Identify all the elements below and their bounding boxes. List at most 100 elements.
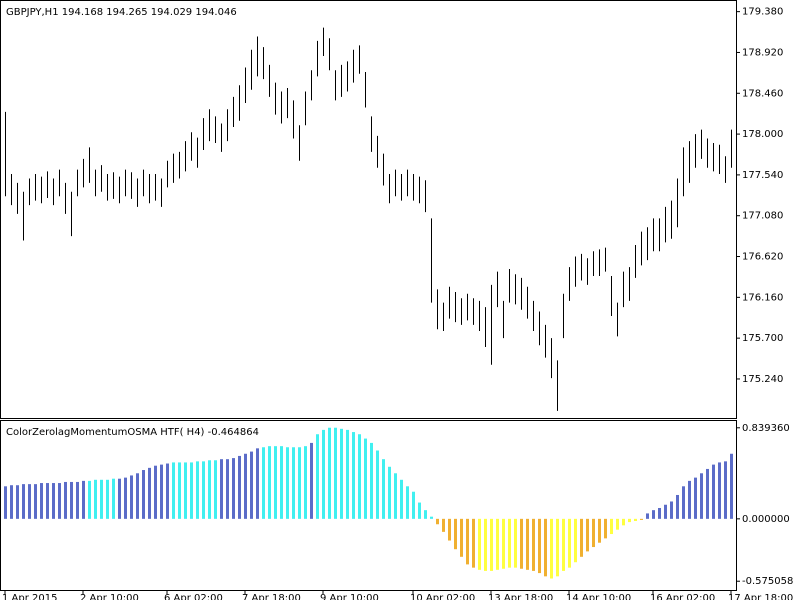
- histogram-bar: [508, 518, 511, 568]
- histogram-bar: [622, 518, 625, 526]
- histogram-bar: [88, 480, 91, 519]
- histogram-bar: [262, 447, 265, 519]
- histogram-bar: [544, 518, 547, 577]
- y-tick-label: 178.000: [742, 129, 783, 140]
- histogram-bar: [574, 518, 577, 563]
- histogram-bar: [124, 477, 127, 519]
- chart-title: GBPJPY,H1 194.168 194.265 194.029 194.04…: [6, 7, 237, 18]
- histogram-bar: [478, 518, 481, 570]
- histogram-bar: [142, 470, 145, 519]
- y-tick-label: 0.000000: [742, 514, 790, 525]
- histogram-bar: [172, 462, 175, 519]
- histogram-bar: [436, 518, 439, 525]
- histogram-bar: [388, 466, 391, 519]
- histogram-bar: [562, 518, 565, 571]
- x-tick-label: 17 Apr 18:00: [728, 593, 793, 600]
- histogram-bar: [10, 485, 13, 519]
- histogram-bar: [40, 483, 43, 519]
- histogram-bar: [304, 446, 307, 519]
- x-tick-label: 9 Apr 10:00: [320, 593, 379, 600]
- y-tick-label: 176.620: [742, 252, 783, 263]
- histogram-bar: [268, 446, 271, 519]
- y-tick-label: -0.575058: [742, 576, 793, 587]
- histogram-bar: [556, 518, 559, 577]
- histogram-bar: [208, 460, 211, 519]
- histogram-bar: [316, 434, 319, 519]
- histogram-bar: [466, 518, 469, 565]
- histogram-bar: [328, 427, 331, 519]
- histogram-bar: [118, 478, 121, 519]
- histogram-bar: [340, 428, 343, 519]
- histogram-bar: [706, 468, 709, 519]
- histogram-bar: [430, 516, 433, 519]
- histogram-bar: [70, 481, 73, 519]
- histogram-bar: [526, 518, 529, 570]
- histogram-bar: [16, 485, 19, 519]
- histogram-bar: [112, 478, 115, 519]
- histogram-bar: [424, 510, 427, 519]
- histogram-bar: [634, 518, 637, 522]
- x-tick-label: 6 Apr 02:00: [164, 593, 223, 600]
- histogram-bar: [34, 484, 37, 519]
- histogram-bar: [652, 510, 655, 519]
- histogram-bar: [520, 518, 523, 569]
- histogram-bar: [454, 518, 457, 550]
- histogram-bar: [514, 518, 517, 568]
- y-tick-label: 175.700: [742, 333, 783, 344]
- histogram-bar: [628, 518, 631, 523]
- histogram-bar: [100, 479, 103, 519]
- histogram-bar: [730, 453, 733, 519]
- histogram-bar: [136, 473, 139, 519]
- y-tick-label: 177.080: [742, 211, 783, 222]
- x-tick-label: 2 Apr 10:00: [80, 593, 139, 600]
- histogram-bar: [226, 459, 229, 519]
- histogram-bar: [364, 438, 367, 519]
- histogram-bar: [292, 447, 295, 519]
- histogram-bar: [376, 450, 379, 519]
- histogram-bar: [394, 473, 397, 519]
- histogram-bar: [322, 429, 325, 519]
- histogram-bar: [682, 486, 685, 519]
- histogram-bar: [196, 461, 199, 519]
- histogram-bar: [154, 465, 157, 519]
- y-tick-label: 178.920: [742, 47, 783, 58]
- x-tick-label: 1 Apr 2015: [2, 593, 57, 600]
- histogram-bar: [490, 518, 493, 571]
- histogram-bar: [76, 481, 79, 519]
- histogram-bar: [604, 518, 607, 539]
- histogram-bar: [148, 467, 151, 519]
- histogram-bar: [688, 480, 691, 519]
- histogram-bar: [346, 429, 349, 519]
- histogram-bar: [538, 518, 541, 574]
- y-tick-label: 178.460: [742, 88, 783, 99]
- histogram-bar: [610, 518, 613, 535]
- x-tick-label: 7 Apr 18:00: [242, 593, 301, 600]
- histogram-bar: [220, 459, 223, 519]
- histogram-bar: [640, 518, 643, 520]
- histogram-bar: [412, 491, 415, 519]
- histogram-bar: [670, 501, 673, 519]
- histogram-bar: [52, 483, 55, 519]
- histogram-bar: [238, 455, 241, 519]
- histogram-bar: [460, 518, 463, 557]
- histogram-bar: [232, 458, 235, 519]
- x-tick-label: 16 Apr 02:00: [650, 593, 715, 600]
- histogram-bar: [418, 502, 421, 519]
- price-panel: [0, 0, 737, 419]
- histogram-bar: [400, 479, 403, 519]
- histogram-bar: [370, 442, 373, 519]
- histogram-bar: [406, 486, 409, 519]
- histogram-bar: [28, 484, 31, 519]
- y-tick-label: 0.839360: [742, 423, 790, 434]
- histogram-bar: [244, 453, 247, 519]
- histogram-bar: [58, 483, 61, 519]
- histogram-bar: [502, 518, 505, 569]
- histogram-bar: [310, 442, 313, 519]
- histogram-bar: [64, 481, 67, 519]
- x-tick-label: 10 Apr 02:00: [410, 593, 475, 600]
- histogram-bar: [382, 459, 385, 519]
- histogram-bar: [160, 464, 163, 519]
- histogram-bar: [130, 475, 133, 519]
- histogram-bar: [334, 427, 337, 519]
